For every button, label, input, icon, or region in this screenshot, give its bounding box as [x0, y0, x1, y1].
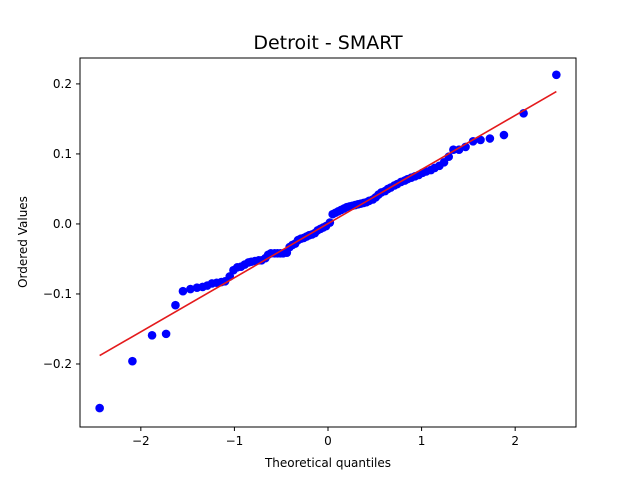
x-tick-label: 2: [511, 434, 519, 448]
data-point: [186, 284, 195, 294]
data-point: [128, 356, 137, 366]
data-point: [161, 329, 171, 339]
x-tick-label: −1: [226, 434, 244, 448]
data-point: [476, 135, 485, 145]
data-point: [485, 134, 495, 143]
x-tick-label: 1: [418, 434, 426, 448]
data-point: [454, 145, 464, 155]
y-axis-label: Ordered Values: [16, 196, 30, 288]
x-tick-label: 0: [324, 434, 332, 448]
x-tick-label: −2: [132, 434, 150, 448]
plot-frame: [79, 57, 577, 428]
data-point: [552, 70, 561, 80]
data-point: [95, 403, 104, 413]
y-tick-label: 0.0: [53, 217, 72, 231]
fit-line: [99, 90, 557, 357]
data-point: [499, 130, 509, 140]
data-point: [178, 286, 188, 296]
y-tick-label: −0.2: [43, 357, 72, 371]
chart-title: Detroit - SMART: [253, 32, 403, 54]
axis-ticks: −2 −1 0 1 2 −0.2 −0.1 0.0 0.1 0.2: [43, 77, 519, 448]
plot-marks: [95, 70, 561, 413]
y-tick-label: −0.1: [43, 287, 72, 301]
data-point: [171, 300, 180, 310]
y-tick-label: 0.1: [53, 147, 72, 161]
x-axis-label: Theoretical quantiles: [264, 456, 391, 470]
y-tick-label: 0.2: [53, 77, 72, 91]
data-point: [147, 330, 157, 340]
